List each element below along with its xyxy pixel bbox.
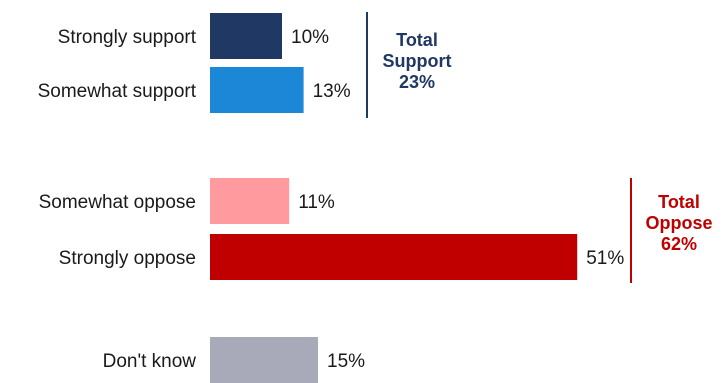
category-label: Strongly oppose — [59, 248, 196, 269]
bar — [210, 178, 290, 224]
bracket-label: 62% — [661, 234, 697, 254]
category-label: Strongly support — [58, 27, 197, 48]
value-label: 13% — [313, 81, 351, 102]
value-label: 15% — [327, 351, 365, 372]
bar — [210, 234, 578, 280]
bracket-label: Total — [658, 192, 700, 212]
bar — [210, 67, 304, 113]
category-label: Somewhat support — [38, 81, 197, 102]
bar — [210, 13, 282, 59]
category-label: Don't know — [103, 351, 197, 372]
bracket-label: Oppose — [645, 213, 712, 233]
bracket-label: Support — [383, 51, 452, 71]
value-label: 11% — [298, 192, 335, 213]
value-label: 10% — [291, 27, 329, 48]
bar — [210, 337, 318, 383]
category-label: Somewhat oppose — [39, 192, 196, 213]
bracket-label: Total — [396, 30, 438, 50]
bracket-label: 23% — [399, 72, 435, 92]
value-label: 51% — [586, 248, 624, 269]
